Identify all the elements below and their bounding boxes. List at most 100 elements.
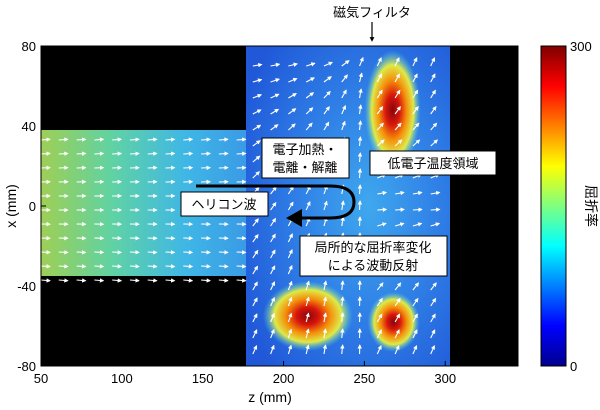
low-temp-callout: 低電子温度領域 xyxy=(369,150,497,176)
vector-arrow-145 xyxy=(287,328,293,339)
vector-arrow-151 xyxy=(394,329,400,339)
y-tick-label-4: -80 xyxy=(17,359,36,374)
vector-arrow-144 xyxy=(270,328,275,339)
vector-arrow-188 xyxy=(270,265,276,275)
vector-arrow-156 xyxy=(287,312,293,323)
vector-arrow-155 xyxy=(270,312,275,323)
vector-arrow-253 xyxy=(252,171,260,179)
vector-arrow-326 xyxy=(376,73,383,83)
vector-arrow-166 xyxy=(270,297,275,307)
vector-arrow-175 xyxy=(430,297,437,307)
vector-arrow-140 xyxy=(394,344,400,355)
vector-arrow-0 xyxy=(41,278,51,283)
colorbar-tick-min: 0 xyxy=(570,359,577,374)
vector-arrow-12 xyxy=(41,264,51,269)
vector-arrow-320 xyxy=(270,78,280,83)
vector-arrow-18 xyxy=(147,264,158,269)
vector-arrow-150 xyxy=(376,329,382,339)
vector-arrow-284 xyxy=(412,139,421,147)
vector-arrow-148 xyxy=(340,328,345,339)
vector-arrow-158 xyxy=(322,312,328,323)
vector-arrow-119 xyxy=(236,151,247,156)
vector-arrow-335 xyxy=(341,60,350,67)
vector-arrow-1 xyxy=(58,278,69,283)
vector-arrow-234 xyxy=(305,200,311,211)
vector-arrow-290 xyxy=(323,121,330,131)
vector-arrow-128 xyxy=(183,137,194,142)
vector-arrow-291 xyxy=(341,120,346,131)
vector-arrow-10 xyxy=(218,278,229,283)
vector-arrow-337 xyxy=(376,57,382,67)
helicon-label: ヘリコン波 xyxy=(191,198,256,213)
y-tick-label-1: 40 xyxy=(22,119,36,134)
vector-arrow-302 xyxy=(341,104,346,115)
vector-arrow-198 xyxy=(252,249,259,259)
vector-arrow-330 xyxy=(252,62,263,68)
vector-arrow-317 xyxy=(412,89,419,99)
vector-arrow-184 xyxy=(394,282,402,291)
vector-arrow-13 xyxy=(58,264,69,269)
heating-line-1: 電子加熱・ xyxy=(272,143,337,158)
vector-arrow-180 xyxy=(322,280,328,291)
vector-arrow-297 xyxy=(252,109,262,115)
heating-line-2: 電離・解離 xyxy=(272,161,337,176)
vector-arrow-328 xyxy=(412,73,418,83)
vector-arrow-17 xyxy=(129,264,140,269)
vector-arrow-221 xyxy=(270,217,277,227)
vector-arrow-251 xyxy=(412,190,423,196)
vector-arrow-235 xyxy=(323,200,328,211)
vector-arrow-9 xyxy=(201,278,211,283)
vector-arrow-314 xyxy=(358,88,363,99)
vector-arrow-136 xyxy=(322,344,328,355)
filter-label: 磁気フィルタ xyxy=(333,5,411,21)
x-tick-label-1: 100 xyxy=(111,371,133,386)
vector-arrow-282 xyxy=(376,139,385,147)
vector-arrow-123 xyxy=(94,137,105,142)
vector-arrow-338 xyxy=(394,57,400,67)
vector-arrow-287 xyxy=(270,124,279,131)
vector-arrow-199 xyxy=(270,249,276,259)
vector-arrow-157 xyxy=(305,312,310,323)
vector-arrow-229 xyxy=(412,222,423,227)
vector-arrow-130 xyxy=(218,137,229,142)
vector-arrow-135 xyxy=(305,344,310,355)
vector-arrow-147 xyxy=(322,328,328,339)
vector-arrow-232 xyxy=(270,201,277,211)
vector-arrow-332 xyxy=(288,62,298,67)
vector-arrow-228 xyxy=(394,222,405,227)
vector-arrow-15 xyxy=(94,264,105,269)
reflection-arrowhead xyxy=(286,209,302,227)
vector-arrow-312 xyxy=(323,90,331,99)
vector-arrow-252 xyxy=(430,190,441,196)
vector-arrow-225 xyxy=(340,216,345,227)
vector-arrow-325 xyxy=(358,72,364,83)
vector-arrow-176 xyxy=(252,281,258,291)
vector-arrow-336 xyxy=(359,56,364,67)
vector-arrow-295 xyxy=(412,122,420,131)
vector-arrow-170 xyxy=(340,296,345,307)
colorbar-label: 屈折率 xyxy=(583,185,599,227)
vector-arrow-121 xyxy=(58,137,69,142)
reflection-line-2: による波動反射 xyxy=(328,258,419,274)
heating-callout: 電子加熱・ 電離・解離 xyxy=(261,137,350,179)
vector-arrow-164 xyxy=(430,313,436,323)
vector-arrow-238 xyxy=(377,207,388,212)
vector-arrow-174 xyxy=(412,297,419,307)
y-tick-label-0: 80 xyxy=(22,39,36,54)
vector-arrow-146 xyxy=(305,328,310,339)
vector-arrow-168 xyxy=(305,296,310,307)
vector-arrow-270 xyxy=(357,152,363,163)
vector-arrow-310 xyxy=(288,93,297,99)
vector-arrow-3 xyxy=(94,278,105,283)
vector-arrow-210 xyxy=(270,233,276,243)
vector-arrow-200 xyxy=(287,249,293,259)
vector-arrow-305 xyxy=(394,105,401,115)
vector-arrow-122 xyxy=(76,137,87,142)
vector-arrow-315 xyxy=(376,89,383,99)
vector-arrow-129 xyxy=(201,137,211,142)
vector-arrow-154 xyxy=(252,313,258,323)
vector-arrow-239 xyxy=(395,207,405,212)
vector-arrow-237 xyxy=(357,200,363,211)
vector-arrow-264 xyxy=(252,155,261,163)
